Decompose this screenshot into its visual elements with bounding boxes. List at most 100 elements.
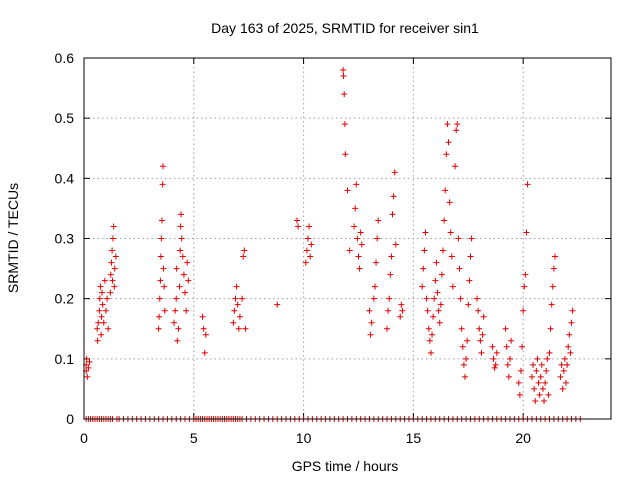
data-point	[546, 349, 553, 356]
data-point	[461, 373, 468, 380]
data-point	[460, 361, 467, 368]
data-point	[448, 253, 455, 260]
data-point	[524, 181, 531, 188]
data-point	[475, 307, 482, 314]
data-point	[172, 307, 179, 314]
x-axis-label: GPS time / hours	[292, 458, 399, 474]
data-point	[185, 277, 192, 284]
data-point	[173, 265, 180, 272]
data-point	[84, 373, 91, 380]
data-point	[302, 259, 309, 266]
data-point	[528, 373, 535, 380]
data-point	[176, 283, 183, 290]
data-point	[535, 379, 542, 386]
data-point	[95, 319, 102, 326]
data-point	[375, 217, 382, 224]
data-point	[421, 247, 428, 254]
data-point	[444, 121, 451, 128]
data-point	[562, 379, 569, 386]
data-point	[422, 229, 429, 236]
data-point	[178, 235, 185, 242]
data-point	[523, 229, 530, 236]
data-point	[97, 283, 104, 290]
data-point	[536, 391, 543, 398]
data-point	[109, 235, 116, 242]
data-point	[340, 73, 347, 80]
data-point	[455, 235, 462, 242]
data-point	[306, 223, 313, 230]
data-point	[534, 355, 541, 362]
x-tick-label: 5	[190, 430, 198, 446]
data-point	[341, 91, 348, 98]
data-point	[467, 253, 474, 260]
data-point	[242, 325, 249, 332]
data-point	[202, 331, 209, 338]
data-point	[357, 229, 364, 236]
data-point	[399, 307, 406, 314]
data-point	[274, 301, 281, 308]
data-point	[443, 151, 450, 158]
axis-ticks: 0 0.1 0.2 0.3 0.4 0.5 0.6 0 5 10 15 20	[55, 50, 611, 446]
data-point	[105, 325, 112, 332]
data-point	[351, 223, 358, 230]
data-point	[160, 265, 167, 272]
data-point	[94, 337, 101, 344]
data-point	[233, 283, 240, 290]
data-point	[547, 325, 554, 332]
x-tick-label: 0	[80, 430, 88, 446]
data-point	[109, 277, 116, 284]
data-point	[307, 253, 314, 260]
data-point	[533, 367, 540, 374]
data-point	[85, 364, 92, 371]
data-point	[530, 361, 537, 368]
data-point	[433, 259, 440, 266]
data-point	[398, 301, 405, 308]
y-tick-label: 0.3	[55, 231, 75, 247]
data-point	[492, 361, 499, 368]
data-point	[504, 361, 511, 368]
data-point	[426, 337, 433, 344]
data-point	[107, 271, 114, 278]
data-point	[476, 325, 483, 332]
data-point	[182, 289, 189, 296]
data-point	[502, 325, 509, 332]
data-point	[520, 307, 527, 314]
data-point	[111, 283, 118, 290]
data-point	[541, 397, 548, 404]
data-point	[180, 271, 187, 278]
data-point	[424, 307, 431, 314]
data-point	[435, 307, 442, 314]
data-point	[156, 313, 163, 320]
data-point	[457, 295, 464, 302]
data-point	[441, 217, 448, 224]
data-point	[392, 241, 399, 248]
data-point	[184, 259, 191, 266]
data-point	[538, 361, 545, 368]
data-point	[564, 361, 571, 368]
y-axis-label: SRMTID / TECUs	[5, 183, 21, 293]
data-point	[423, 295, 430, 302]
data-point	[158, 217, 165, 224]
data-point	[371, 283, 378, 290]
data-point	[458, 325, 465, 332]
data-point	[566, 331, 573, 338]
data-point	[478, 349, 485, 356]
data-point	[235, 325, 242, 332]
data-point	[230, 319, 237, 326]
data-point	[356, 265, 363, 272]
data-point	[178, 211, 185, 218]
data-point	[442, 187, 449, 194]
data-point	[532, 397, 539, 404]
data-point	[479, 331, 486, 338]
data-point	[560, 367, 567, 374]
data-point	[385, 307, 392, 314]
data-point	[366, 307, 373, 314]
data-point	[436, 319, 443, 326]
data-point	[367, 331, 374, 338]
x-tick-label: 10	[296, 430, 312, 446]
data-point	[425, 325, 432, 332]
data-point	[463, 355, 470, 362]
data-point	[427, 349, 434, 356]
data-point	[419, 283, 426, 290]
data-point	[108, 259, 115, 266]
